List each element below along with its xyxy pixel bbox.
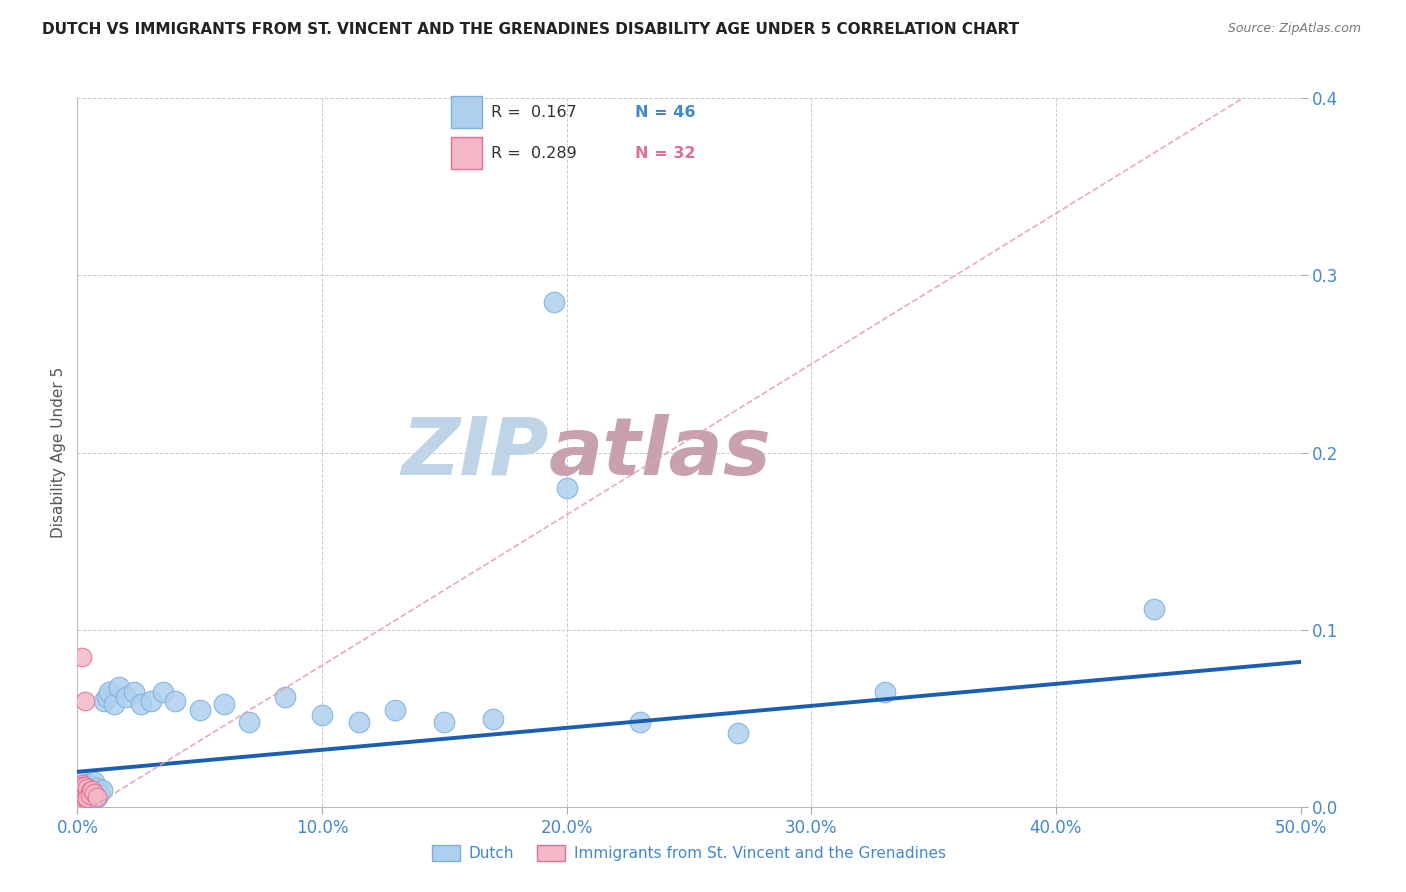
Point: [80, 782, 103, 797]
Point: [70, 791, 93, 805]
Point: [86, 789, 108, 804]
Point: [482, 712, 505, 726]
Point: [70, 780, 93, 795]
Point: [79, 782, 101, 797]
FancyBboxPatch shape: [450, 137, 481, 169]
Point: [384, 703, 406, 717]
Point: [83, 775, 105, 789]
Point: [73, 788, 96, 802]
Text: atlas: atlas: [548, 414, 770, 491]
Point: [69, 795, 91, 809]
Point: [79, 789, 101, 804]
Point: [139, 694, 162, 708]
Point: [70, 782, 93, 797]
Point: [115, 690, 138, 705]
Point: [238, 715, 260, 730]
Point: [69, 791, 91, 805]
Point: [70, 777, 93, 791]
Point: [76, 780, 98, 795]
Point: [188, 703, 211, 717]
Point: [311, 708, 333, 723]
Legend: Dutch, Immigrants from St. Vincent and the Grenadines: Dutch, Immigrants from St. Vincent and t…: [426, 838, 952, 867]
Point: [69, 779, 91, 793]
Point: [69, 779, 91, 793]
Point: [73, 779, 96, 793]
Text: ZIP: ZIP: [401, 414, 548, 491]
Point: [90, 782, 112, 797]
Point: [152, 685, 174, 699]
Point: [73, 788, 96, 802]
Point: [73, 784, 96, 798]
Point: [69, 786, 91, 800]
Point: [73, 780, 96, 795]
Point: [69, 782, 91, 797]
Text: N = 46: N = 46: [634, 105, 695, 120]
Point: [108, 680, 131, 694]
Text: N = 32: N = 32: [634, 146, 695, 161]
Point: [555, 481, 578, 495]
Point: [70, 789, 93, 804]
Point: [69, 786, 91, 800]
Point: [727, 726, 749, 740]
Text: R =  0.167: R = 0.167: [491, 105, 576, 120]
Text: Source: ZipAtlas.com: Source: ZipAtlas.com: [1227, 22, 1361, 36]
Point: [73, 694, 96, 708]
Point: [83, 786, 105, 800]
Point: [83, 784, 105, 798]
Point: [70, 779, 93, 793]
Point: [86, 789, 108, 804]
Point: [70, 782, 93, 797]
Point: [873, 685, 896, 699]
Point: [73, 789, 96, 804]
Point: [628, 715, 651, 730]
Point: [70, 793, 93, 807]
Point: [103, 698, 125, 712]
Point: [433, 715, 456, 730]
Text: R =  0.289: R = 0.289: [491, 146, 576, 161]
Text: DUTCH VS IMMIGRANTS FROM ST. VINCENT AND THE GRENADINES DISABILITY AGE UNDER 5 C: DUTCH VS IMMIGRANTS FROM ST. VINCENT AND…: [42, 22, 1019, 37]
Point: [212, 698, 235, 712]
Point: [129, 698, 152, 712]
Point: [89, 786, 111, 800]
Point: [96, 690, 118, 705]
Point: [70, 789, 93, 804]
Point: [80, 788, 103, 802]
Point: [543, 295, 565, 310]
Point: [70, 784, 93, 798]
Point: [274, 690, 297, 705]
Point: [122, 685, 145, 699]
FancyBboxPatch shape: [450, 96, 481, 128]
Point: [76, 786, 98, 800]
Point: [86, 780, 108, 795]
Point: [93, 694, 115, 708]
Point: [79, 788, 101, 802]
Point: [80, 779, 103, 793]
Point: [76, 777, 98, 791]
Point: [165, 694, 187, 708]
Point: [79, 784, 101, 798]
Point: [69, 789, 91, 804]
Point: [76, 786, 98, 800]
Point: [69, 791, 91, 805]
Point: [70, 786, 93, 800]
Point: [347, 715, 370, 730]
Point: [98, 685, 121, 699]
Point: [70, 649, 93, 664]
Point: [69, 784, 91, 798]
Point: [1143, 601, 1166, 615]
Point: [76, 791, 98, 805]
Point: [70, 773, 93, 788]
Point: [70, 788, 93, 802]
Y-axis label: Disability Age Under 5: Disability Age Under 5: [51, 368, 66, 538]
Point: [73, 782, 96, 797]
